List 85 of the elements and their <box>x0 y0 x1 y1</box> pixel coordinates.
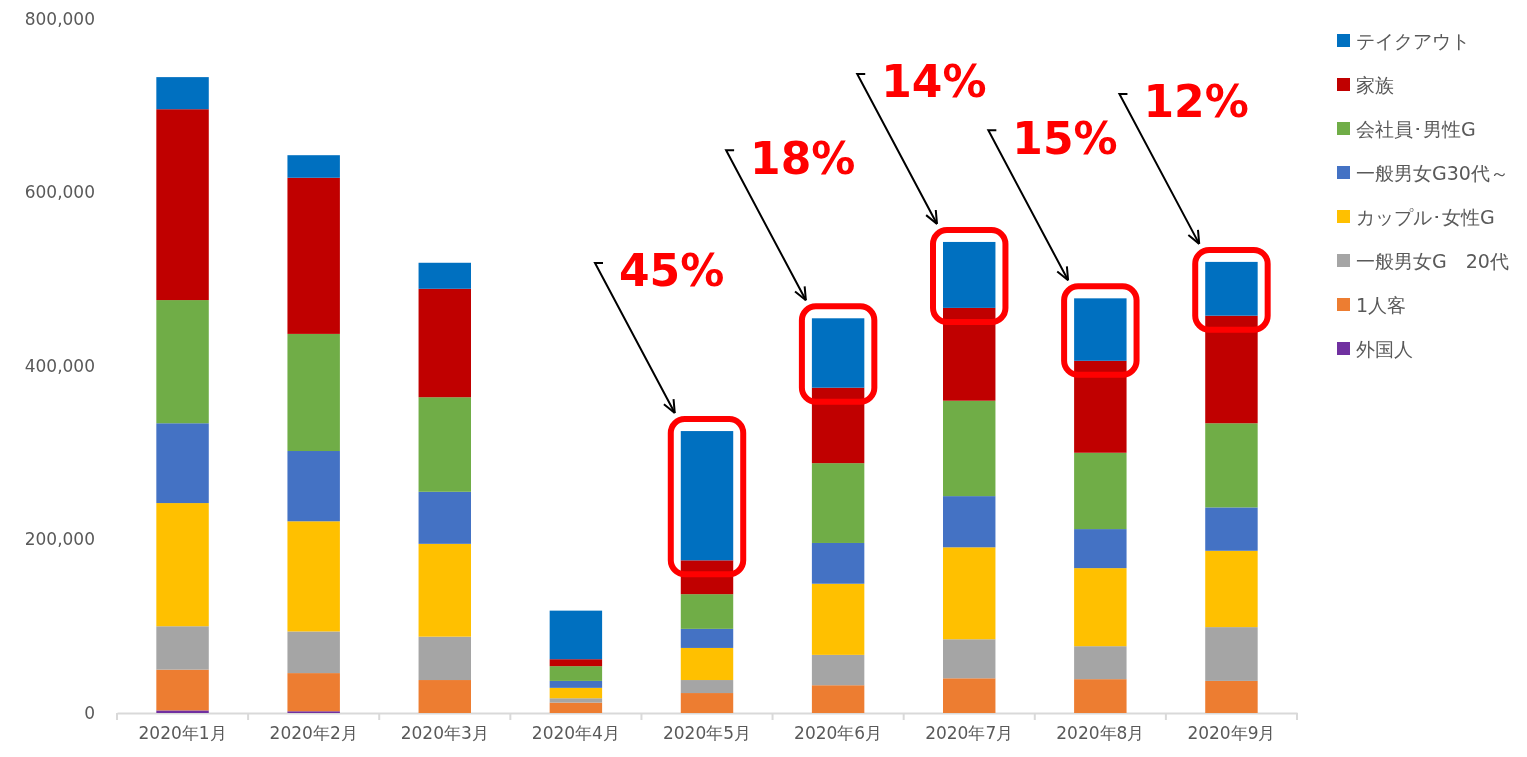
legend-label: 一般男女G30代～ <box>1356 161 1509 184</box>
bar <box>287 155 340 178</box>
legend-label: 一般男女G 20代 <box>1356 249 1509 272</box>
bar <box>1205 507 1258 551</box>
annotation: 45% <box>619 245 725 297</box>
bar <box>156 710 209 713</box>
bar <box>680 647 734 681</box>
x-tick-label: 2020年9月 <box>1187 723 1276 744</box>
bar <box>156 503 209 627</box>
y-tick-label: 400,000 <box>24 355 95 376</box>
bar <box>549 680 603 688</box>
bar <box>156 626 209 670</box>
y-tick-label: 800,000 <box>24 8 95 29</box>
bar <box>287 631 340 674</box>
bar <box>1074 568 1127 647</box>
bar <box>680 693 734 713</box>
bar <box>418 288 471 398</box>
bar <box>680 594 734 629</box>
legend-label: 1人客 <box>1356 293 1407 316</box>
bar <box>418 543 471 637</box>
bar <box>287 451 340 522</box>
bar <box>811 654 865 686</box>
bar <box>1074 298 1127 361</box>
bar <box>680 628 734 648</box>
bar <box>418 397 471 492</box>
x-tick-label: 2020年5月 <box>662 723 752 744</box>
bar <box>418 636 471 681</box>
y-tick-label: 600,000 <box>24 182 95 203</box>
legend-label: カップル･女性G <box>1356 205 1495 228</box>
x-tick-label: 2020年6月 <box>794 723 883 744</box>
legend-label: 外国人 <box>1356 337 1413 360</box>
bar <box>287 521 340 632</box>
bar <box>943 400 996 497</box>
x-tick-label: 2020年7月 <box>925 723 1014 744</box>
bar <box>811 318 865 388</box>
annotation: 14% <box>881 56 987 108</box>
bar <box>287 673 340 712</box>
bar <box>1205 261 1258 316</box>
x-tick-label: 2020年1月 <box>138 723 227 744</box>
bar <box>811 542 865 584</box>
y-tick-label: 200,000 <box>24 529 95 550</box>
bar <box>1074 452 1127 530</box>
bar <box>156 109 209 301</box>
x-tick-label: 2020年4月 <box>531 723 620 744</box>
bar <box>1074 646 1127 680</box>
annotation: 18% <box>750 132 856 184</box>
bar <box>549 702 603 713</box>
bar <box>287 333 340 452</box>
bar <box>1074 679 1127 713</box>
y-tick-label: 0 <box>84 702 95 723</box>
legend-label: 家族 <box>1356 73 1394 96</box>
bar <box>549 659 603 667</box>
legend-label: テイクアウト <box>1356 29 1470 52</box>
bar <box>549 698 603 703</box>
bar <box>418 680 471 713</box>
bar <box>418 262 471 289</box>
bar <box>943 241 996 308</box>
x-tick-label: 2020年3月 <box>400 723 489 744</box>
bar <box>811 463 865 543</box>
annotation: 15% <box>1012 112 1118 164</box>
bar <box>1074 529 1127 569</box>
bar <box>943 639 996 679</box>
annotation: 12% <box>1143 76 1249 128</box>
bar <box>811 583 865 655</box>
bar <box>287 177 340 334</box>
x-tick-label: 2020年8月 <box>1056 723 1145 744</box>
bar <box>549 687 603 699</box>
bar <box>549 666 603 681</box>
bar <box>156 300 209 424</box>
bar <box>156 669 209 711</box>
legend-label: 会社員･男性G <box>1356 117 1476 140</box>
bar <box>418 491 471 544</box>
bar <box>943 678 996 713</box>
x-tick-label: 2020年2月 <box>269 723 358 744</box>
bar <box>156 77 209 110</box>
bar <box>1205 680 1258 713</box>
bar <box>811 685 865 713</box>
bar <box>943 496 996 548</box>
bar <box>1205 627 1258 681</box>
bar <box>943 547 996 640</box>
bar <box>1205 423 1258 508</box>
bar <box>1205 550 1258 628</box>
bar <box>549 610 603 660</box>
bar <box>680 680 734 694</box>
bar <box>156 423 209 504</box>
